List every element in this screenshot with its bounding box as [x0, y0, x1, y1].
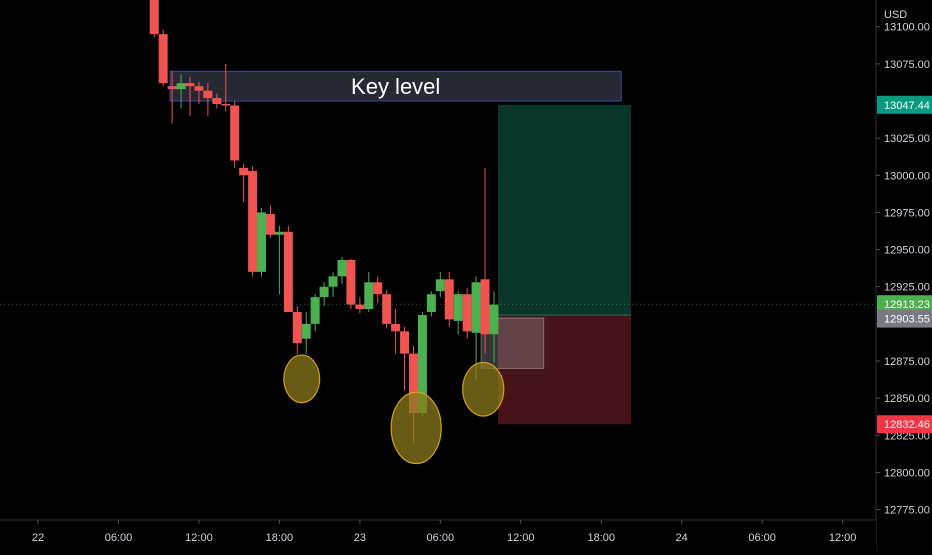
- highlight-circle: [390, 391, 442, 465]
- price-tag-label: 12832.46: [884, 419, 930, 431]
- candle-body: [248, 170, 258, 272]
- candle-body: [346, 260, 356, 305]
- key-level-box: [169, 70, 622, 102]
- price-tick-label: 12925.00: [884, 282, 930, 294]
- price-tag-label: 12913.23: [884, 299, 930, 311]
- candle-body: [194, 86, 204, 91]
- candle-body: [373, 282, 383, 295]
- candle-body: [158, 34, 168, 84]
- candle-body: [489, 304, 499, 335]
- price-tag-label: 12903.55: [884, 314, 930, 326]
- candle-body: [257, 212, 267, 272]
- candle-body: [382, 294, 392, 324]
- candle-body: [301, 323, 311, 339]
- candle-body: [212, 98, 222, 104]
- candle-body: [355, 304, 365, 310]
- candle-body: [435, 279, 445, 292]
- loss-zone: [497, 314, 632, 425]
- price-axis-background: [876, 0, 932, 550]
- candle-body: [239, 167, 249, 176]
- candle-body: [283, 231, 293, 312]
- price-tick-label: 12775.00: [884, 505, 930, 517]
- price-tick-label: 12800.00: [884, 467, 930, 479]
- time-tick-label: 06:00: [427, 532, 455, 544]
- time-tick-label: 12:00: [829, 532, 857, 544]
- price-tick-label: 13075.00: [884, 59, 930, 71]
- price-tick-label: 12875.00: [884, 356, 930, 368]
- candle-body: [453, 294, 463, 321]
- candle-body: [337, 260, 347, 277]
- candle-body: [203, 90, 213, 99]
- time-tick-label: 24: [676, 532, 688, 544]
- zones-layer: [480, 104, 632, 425]
- candle-body: [265, 213, 275, 235]
- time-tick-label: 12:00: [185, 532, 213, 544]
- candle-body: [471, 282, 481, 333]
- candle-body: [167, 86, 177, 90]
- highlight-circle: [462, 361, 505, 417]
- candle-body: [480, 279, 490, 335]
- candle-body: [319, 286, 329, 298]
- time-tick-label: 23: [354, 532, 366, 544]
- price-tick-label: 13000.00: [884, 170, 930, 182]
- time-tick-label: 12:00: [507, 532, 535, 544]
- candle-body: [417, 314, 427, 414]
- candle-body: [462, 294, 472, 332]
- time-tick-label: 18:00: [587, 532, 615, 544]
- circles-layer: [283, 354, 505, 465]
- highlight-circle: [283, 354, 321, 404]
- time-axis-background: [0, 520, 876, 550]
- candle-body: [426, 294, 436, 312]
- candle-body: [391, 323, 401, 332]
- price-tick-label: 12850.00: [884, 393, 930, 405]
- annotation-box: [480, 317, 545, 369]
- candles-layer: [0, 0, 876, 443]
- candle-body: [292, 312, 302, 344]
- price-tick-label: 12975.00: [884, 207, 930, 219]
- candle-body: [364, 282, 374, 310]
- candle-body: [274, 231, 284, 235]
- candle-body: [149, 0, 159, 35]
- price-tick-label: 12950.00: [884, 245, 930, 257]
- candle-body: [185, 83, 195, 87]
- currency-label: USD: [884, 9, 907, 21]
- candle-body: [444, 279, 454, 320]
- key-level-label: Key level: [351, 74, 440, 99]
- time-tick-label: 22: [32, 532, 44, 544]
- candle-body: [400, 331, 410, 354]
- price-tag-background: [877, 415, 932, 434]
- price-tag-label: 13047.44: [884, 100, 930, 112]
- time-axis-layer: 18:002206:0012:0018:002306:0012:0018:002…: [0, 519, 876, 550]
- price-tick-label: 12825.00: [884, 430, 930, 442]
- price-tag-background: [877, 95, 932, 114]
- candle-body: [328, 276, 338, 287]
- price-tick-label: 13100.00: [884, 22, 930, 34]
- time-tick-label: 18:00: [266, 532, 294, 544]
- time-tick-label: 06:00: [105, 532, 133, 544]
- time-tick-label: 06:00: [748, 532, 776, 544]
- candle-body: [230, 105, 240, 161]
- price-tick-label: 13025.00: [884, 133, 930, 145]
- candle-body: [310, 297, 320, 324]
- profit-zone: [497, 104, 632, 315]
- key-level-layer: Key level: [169, 70, 622, 102]
- price-tag-background: [877, 309, 932, 328]
- candle-body: [409, 353, 418, 414]
- candle-body: [176, 83, 186, 90]
- candle-body: [221, 104, 231, 106]
